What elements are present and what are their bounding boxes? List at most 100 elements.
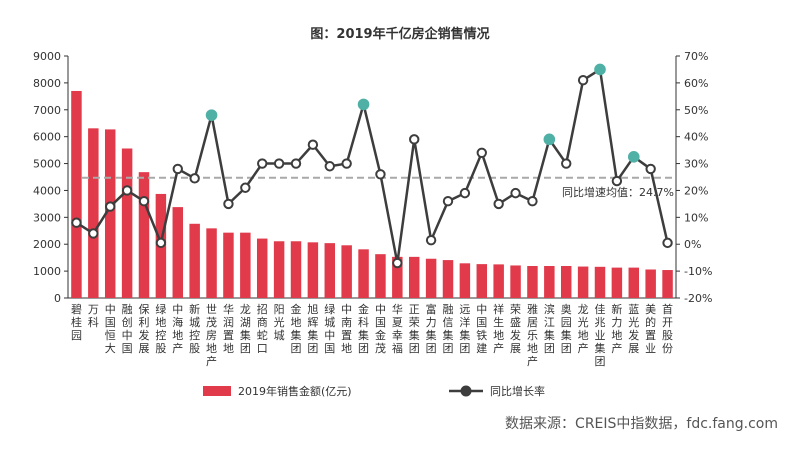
x-tick-label: 旭辉集团 bbox=[307, 302, 318, 355]
bar bbox=[256, 238, 268, 298]
x-tick-label: 绿城中国 bbox=[324, 302, 335, 355]
growth-point bbox=[561, 158, 572, 169]
right-tick-label: 30% bbox=[684, 158, 708, 171]
growth-point bbox=[273, 158, 285, 169]
left-tick-label: 8000 bbox=[33, 77, 61, 90]
legend-line-label: 同比增长率 bbox=[490, 384, 545, 398]
growth-point bbox=[493, 198, 504, 210]
bar bbox=[527, 266, 538, 298]
bar bbox=[392, 256, 403, 298]
bar bbox=[645, 269, 656, 298]
right-tick-label: 70% bbox=[684, 50, 708, 63]
left-tick-label: 5000 bbox=[33, 158, 61, 171]
growth-point bbox=[375, 169, 386, 180]
growth-point bbox=[425, 234, 437, 246]
x-tick-label: 首开股份 bbox=[662, 302, 673, 355]
x-tick-label: 金地集团 bbox=[291, 302, 302, 355]
growth-point bbox=[459, 187, 471, 199]
bar bbox=[121, 148, 133, 298]
bar bbox=[493, 264, 504, 298]
growth-point bbox=[88, 228, 99, 239]
x-tick-label: 远洋集团 bbox=[459, 303, 470, 355]
bar bbox=[172, 207, 184, 298]
growth-point bbox=[71, 217, 82, 228]
x-tick-label: 阳光城 bbox=[274, 303, 285, 342]
growth-point bbox=[645, 163, 656, 175]
x-tick-label: 正荣集团 bbox=[409, 303, 420, 355]
x-tick-label: 奥园集团 bbox=[561, 302, 572, 355]
growth-point bbox=[138, 196, 150, 207]
growth-point bbox=[324, 161, 335, 172]
growth-point bbox=[121, 185, 133, 196]
x-tick-label: 万科 bbox=[88, 303, 99, 329]
legend-bar-label: 2019年销售金额(亿元) bbox=[238, 384, 352, 398]
reference-line-group: 同比增速均值：24.7% bbox=[82, 176, 674, 199]
bar bbox=[88, 128, 99, 298]
source-note: 数据来源：CREIS中指数据，fdc.fang.com bbox=[505, 416, 778, 432]
x-tick-label: 碧桂园 bbox=[71, 303, 82, 342]
growth-point bbox=[307, 139, 319, 150]
growth-point bbox=[189, 173, 200, 184]
bar bbox=[662, 270, 673, 298]
bar bbox=[104, 129, 116, 298]
x-tick-label: 蓝光发展 bbox=[628, 303, 639, 355]
right-tick-label: -20% bbox=[684, 292, 712, 305]
x-tick-label: 华润置地 bbox=[223, 302, 234, 355]
right-tick-label: 0% bbox=[684, 238, 701, 251]
left-tick-label: 4000 bbox=[33, 184, 61, 197]
bar bbox=[240, 232, 251, 298]
x-tick-label: 融创中国 bbox=[122, 303, 133, 355]
bar bbox=[408, 256, 420, 298]
x-tick-label: 保利发展 bbox=[139, 302, 150, 355]
x-tick-label: 华夏幸福 bbox=[392, 302, 403, 355]
x-tick-label: 绿地控股 bbox=[155, 302, 166, 355]
left-tick-label: 3000 bbox=[33, 211, 61, 224]
bar bbox=[560, 266, 572, 298]
left-tick-label: 9000 bbox=[33, 50, 61, 63]
bar bbox=[290, 241, 302, 298]
growth-point bbox=[577, 75, 589, 86]
bar bbox=[425, 258, 437, 298]
bar bbox=[358, 249, 369, 298]
right-tick-label: 40% bbox=[684, 131, 708, 144]
bar bbox=[138, 172, 150, 298]
growth-point bbox=[442, 196, 454, 207]
bar bbox=[189, 223, 200, 298]
x-tick-label: 中国恒大 bbox=[105, 303, 116, 355]
left-tick-label: 0 bbox=[54, 292, 61, 305]
growth-point bbox=[510, 187, 521, 199]
growth-point bbox=[257, 158, 268, 169]
legend: 2019年销售金额(亿元) 同比增长率 bbox=[203, 384, 545, 398]
bar bbox=[307, 242, 319, 298]
bar bbox=[206, 228, 217, 298]
x-tick-label: 世茂房地产 bbox=[206, 303, 217, 368]
right-tick-label: 60% bbox=[684, 77, 708, 90]
growth-point bbox=[392, 257, 403, 269]
x-tick-label: 龙光地产 bbox=[578, 303, 589, 355]
legend-bar-swatch bbox=[203, 386, 231, 396]
growth-point-highlight bbox=[543, 133, 556, 146]
legend-line-marker bbox=[460, 385, 472, 397]
x-tick-label: 融信集团 bbox=[443, 303, 454, 355]
left-tick-label: 7000 bbox=[33, 104, 61, 117]
growth-point bbox=[341, 158, 352, 169]
x-tick-label: 中国铁建 bbox=[476, 303, 487, 355]
bar bbox=[544, 266, 555, 298]
right-tick-label: -10% bbox=[684, 265, 712, 278]
left-tick-label: 1000 bbox=[33, 265, 61, 278]
growth-point-highlight bbox=[205, 109, 218, 121]
x-tick-label: 龙湖集团 bbox=[240, 303, 251, 355]
bar bbox=[341, 245, 352, 298]
bar bbox=[628, 267, 640, 298]
chart-title: 图：2019年千亿房企销售情况 bbox=[310, 26, 489, 42]
bar bbox=[223, 232, 234, 298]
x-tick-label: 招商蛇口 bbox=[257, 302, 268, 355]
x-tick-label: 雅居乐地产 bbox=[527, 302, 538, 368]
x-axis-labels: 碧桂园万科中国恒大融创中国保利发展绿地控股中海地产新城控股世茂房地产华润置地龙湖… bbox=[71, 302, 673, 368]
x-tick-label: 滨江集团 bbox=[544, 302, 555, 355]
growth-point bbox=[172, 163, 183, 175]
x-tick-label: 富力集团 bbox=[426, 302, 437, 355]
left-axis: 0 1000 2000 3000 4000 5000 6000 7000 8000 9000 bbox=[33, 50, 676, 305]
right-tick-label: 20% bbox=[684, 184, 708, 197]
bar bbox=[459, 263, 471, 298]
